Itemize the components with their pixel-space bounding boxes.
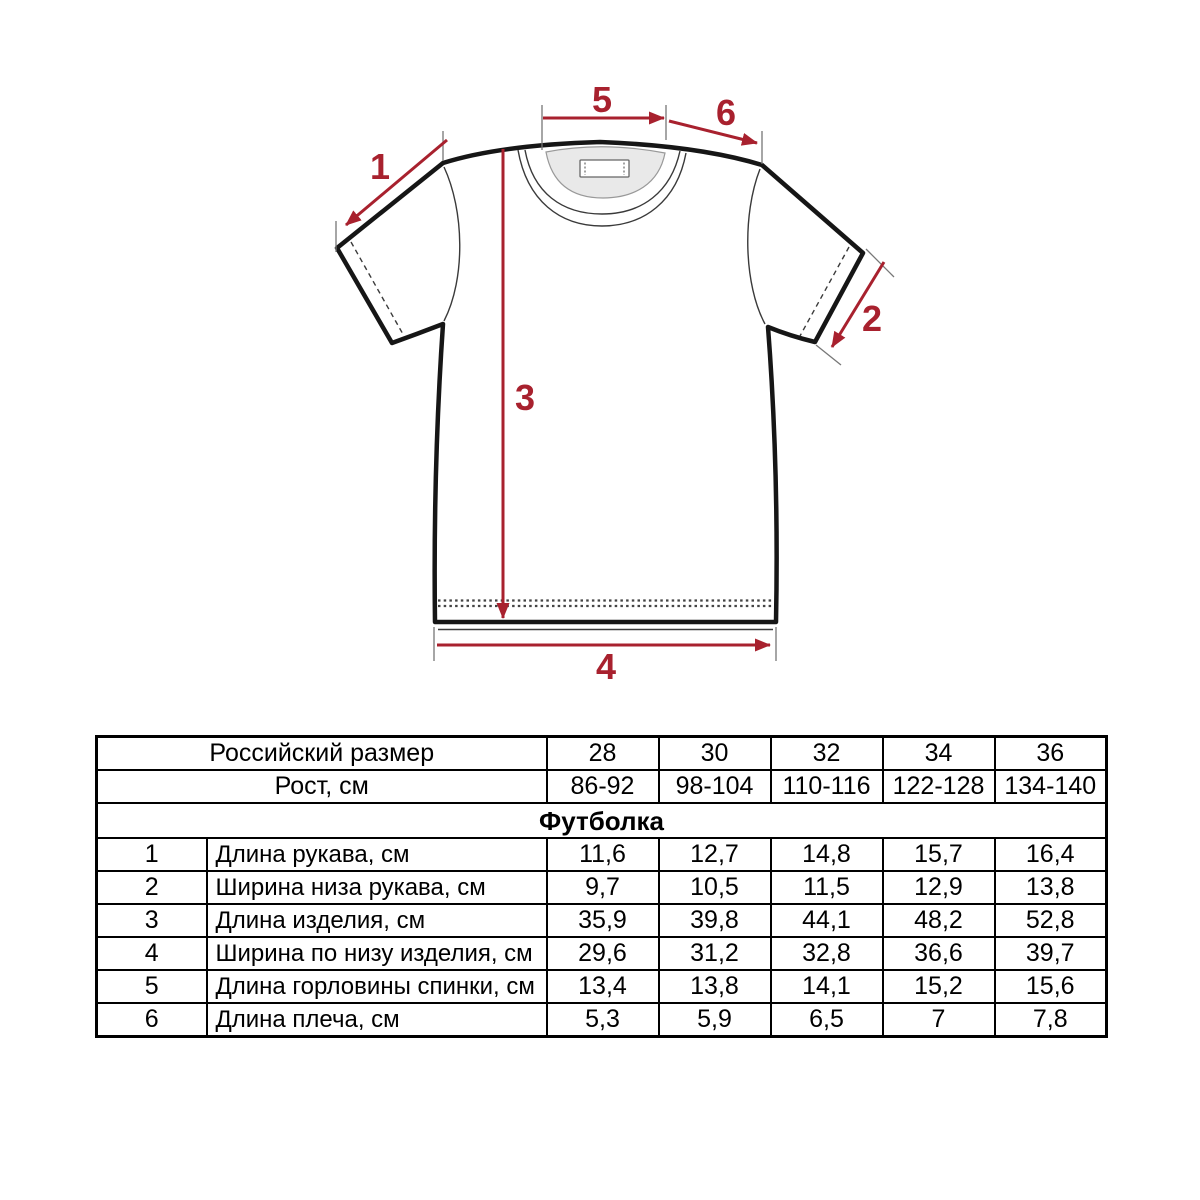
measurement-value: 7,8 — [993, 1002, 1108, 1038]
tshirt-outline — [334, 139, 866, 631]
measurement-value: 12,7 — [657, 837, 772, 872]
measurement-number: 1 — [95, 837, 208, 872]
measurement-value: 15,6 — [993, 969, 1108, 1004]
measurement-value: 5,3 — [545, 1002, 660, 1038]
measurement-value: 36,6 — [881, 936, 996, 971]
size-table-container: Российский размер 28 30 32 34 36 Рост, см 86-92… — [95, 735, 1108, 1038]
measurement-value: 14,1 — [769, 969, 884, 1004]
measurement-labels: 1 2 3 4 5 6 — [370, 79, 882, 687]
extension-lines — [335, 105, 895, 661]
section-title-row: Футболка — [95, 802, 1108, 839]
height-label: Рост, см — [95, 769, 548, 804]
measurement-name: Длина плеча, см — [205, 1002, 548, 1038]
measurement-name: Длина рукава, см — [205, 837, 548, 872]
height-value: 134-140 — [993, 769, 1108, 804]
measurement-value: 39,7 — [993, 936, 1108, 971]
measurement-value: 13,8 — [657, 969, 772, 1004]
section-title: Футболка — [95, 802, 1108, 839]
measurement-row: 6 Длина плеча, см 5,3 5,9 6,5 7 7,8 — [95, 1002, 1108, 1038]
measurement-value: 14,8 — [769, 837, 884, 872]
height-value: 98-104 — [657, 769, 772, 804]
arrow-shoulder-length-6 — [668, 119, 758, 146]
height-value: 86-92 — [545, 769, 660, 804]
measurement-value: 13,4 — [545, 969, 660, 1004]
russian-size-value: 36 — [993, 735, 1108, 771]
collar-band-arc — [524, 149, 681, 215]
label-6: 6 — [716, 92, 736, 133]
arrow-sleeve-length-1 — [345, 138, 448, 227]
collar-front-seam-arc — [517, 149, 687, 227]
measurement-row: 5 Длина горловины спинки, см 13,4 13,8 14,1 1… — [95, 969, 1108, 1004]
measurement-value: 10,5 — [657, 870, 772, 905]
measurement-value: 48,2 — [881, 903, 996, 938]
russian-size-value: 34 — [881, 735, 996, 771]
measurement-value: 12,9 — [881, 870, 996, 905]
label-4: 4 — [596, 646, 616, 687]
russian-size-label: Российский размер — [95, 735, 548, 771]
measurement-name: Ширина по низу изделия, см — [205, 936, 548, 971]
measurement-value: 16,4 — [993, 837, 1108, 872]
size-table: Российский размер 28 30 32 34 36 Рост, см 86-92… — [95, 735, 1108, 1038]
tshirt-body-shape — [334, 139, 866, 625]
measurement-value: 15,2 — [881, 969, 996, 1004]
measurement-value: 13,8 — [993, 870, 1108, 905]
russian-size-value: 28 — [545, 735, 660, 771]
label-1: 1 — [370, 146, 390, 187]
russian-size-value: 32 — [769, 735, 884, 771]
measurement-value: 5,9 — [657, 1002, 772, 1038]
ext-cuff-right-top — [865, 248, 895, 278]
measurement-number: 3 — [95, 903, 208, 938]
measurement-name: Длина горловины спинки, см — [205, 969, 548, 1004]
measurement-value: 6,5 — [769, 1002, 884, 1038]
label-5: 5 — [592, 79, 612, 120]
ext-cuff-right-bottom — [815, 344, 842, 366]
measurement-number: 6 — [95, 1002, 208, 1038]
measurement-row: 3 Длина изделия, см 35,9 39,8 44,1 48,2 52,8 — [95, 903, 1108, 938]
collar — [517, 146, 687, 227]
measurement-number: 5 — [95, 969, 208, 1004]
measurement-value: 35,9 — [545, 903, 660, 938]
measurement-value: 11,6 — [545, 837, 660, 872]
height-value: 122-128 — [881, 769, 996, 804]
measurement-number: 2 — [95, 870, 208, 905]
measurement-value: 15,7 — [881, 837, 996, 872]
measurement-name: Длина изделия, см — [205, 903, 548, 938]
measurement-value: 31,2 — [657, 936, 772, 971]
measurement-row: 4 Ширина по низу изделия, см 29,6 31,2 32,8 3… — [95, 936, 1108, 971]
russian-size-row: Российский размер 28 30 32 34 36 — [95, 735, 1108, 771]
measurement-number: 4 — [95, 936, 208, 971]
left-armhole-seam — [443, 166, 461, 322]
right-armhole-seam — [747, 168, 766, 325]
measurement-value: 29,6 — [545, 936, 660, 971]
label-2: 2 — [862, 298, 882, 339]
measurement-value: 11,5 — [769, 870, 884, 905]
measurement-value: 32,8 — [769, 936, 884, 971]
right-cuff-stitch — [799, 246, 850, 337]
measurement-name: Ширина низа рукава, см — [205, 870, 548, 905]
height-value: 110-116 — [769, 769, 884, 804]
measurement-value: 52,8 — [993, 903, 1108, 938]
measurement-value: 39,8 — [657, 903, 772, 938]
measurement-value: 7 — [881, 1002, 996, 1038]
arrow-sleeve-bottom-width-2 — [830, 261, 886, 348]
measurement-value: 44,1 — [769, 903, 884, 938]
russian-size-value: 30 — [657, 735, 772, 771]
measurement-row: 2 Ширина низа рукава, см 9,7 10,5 11,5 12,9 13… — [95, 870, 1108, 905]
label-3: 3 — [515, 377, 535, 418]
measurement-arrows — [345, 111, 886, 652]
measurement-row: 1 Длина рукава, см 11,6 12,7 14,8 15,7 16,4 — [95, 837, 1108, 872]
tshirt-measurement-diagram: 1 2 3 4 5 6 — [334, 79, 895, 687]
height-row: Рост, см 86-92 98-104 110-116 122-128 134-140 — [95, 769, 1108, 804]
neck-label-tag — [579, 159, 630, 178]
measurement-value: 9,7 — [545, 870, 660, 905]
